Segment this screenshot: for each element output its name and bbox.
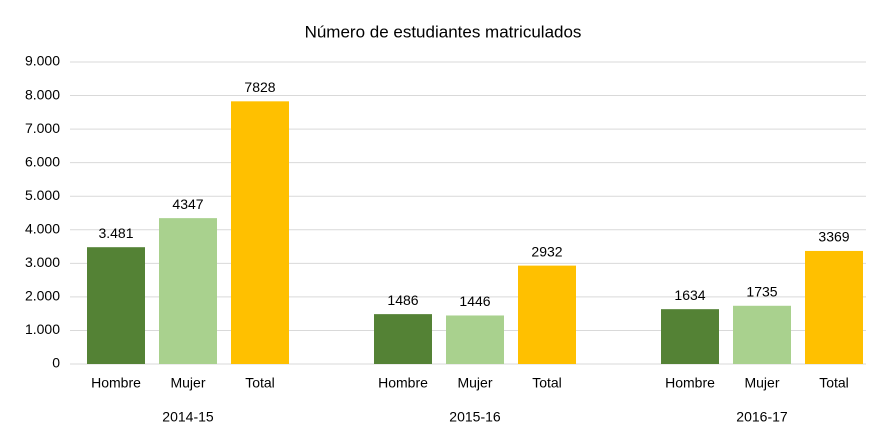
data-label: 1634 (674, 287, 705, 303)
data-label: 1446 (459, 293, 490, 309)
y-tick-label: 6.000 (25, 153, 60, 169)
x-tick-label: Hombre (665, 375, 715, 391)
data-label: 3.481 (98, 225, 133, 241)
bar (518, 265, 576, 364)
x-tick-label: Mujer (744, 375, 779, 391)
x-tick-label: Total (245, 375, 275, 391)
y-tick-label: 8.000 (25, 86, 60, 102)
bar (87, 247, 145, 364)
y-tick-label: 5.000 (25, 187, 60, 203)
data-label: 1735 (746, 283, 777, 299)
group-label: 2015-16 (449, 409, 501, 425)
y-tick-label: 7.000 (25, 120, 60, 136)
x-tick-label: Total (819, 375, 849, 391)
x-tick-label: Mujer (457, 375, 492, 391)
data-label: 4347 (172, 196, 203, 212)
y-tick-label: 3.000 (25, 254, 60, 270)
bar (446, 315, 504, 364)
bar (661, 309, 719, 364)
bar (159, 218, 217, 364)
bar (805, 250, 863, 364)
x-tick-label: Hombre (378, 375, 428, 391)
data-label: 2932 (531, 243, 562, 259)
group-label: 2014-15 (162, 409, 214, 425)
y-tick-label: 2.000 (25, 288, 60, 304)
data-label: 1486 (387, 292, 418, 308)
y-tick-label: 1.000 (25, 321, 60, 337)
x-tick-label: Hombre (91, 375, 141, 391)
y-tick-label: 0 (52, 355, 60, 371)
bar (231, 101, 289, 364)
data-label: 3369 (818, 229, 849, 245)
bar (733, 305, 791, 364)
y-tick-label: 9.000 (25, 53, 60, 69)
data-label: 7828 (244, 79, 275, 95)
group-label: 2016-17 (736, 409, 788, 425)
bar (374, 314, 432, 364)
x-tick-label: Total (532, 375, 562, 391)
chart-title: Número de estudiantes matriculados (305, 22, 582, 41)
y-tick-label: 4.000 (25, 220, 60, 236)
x-tick-label: Mujer (170, 375, 205, 391)
